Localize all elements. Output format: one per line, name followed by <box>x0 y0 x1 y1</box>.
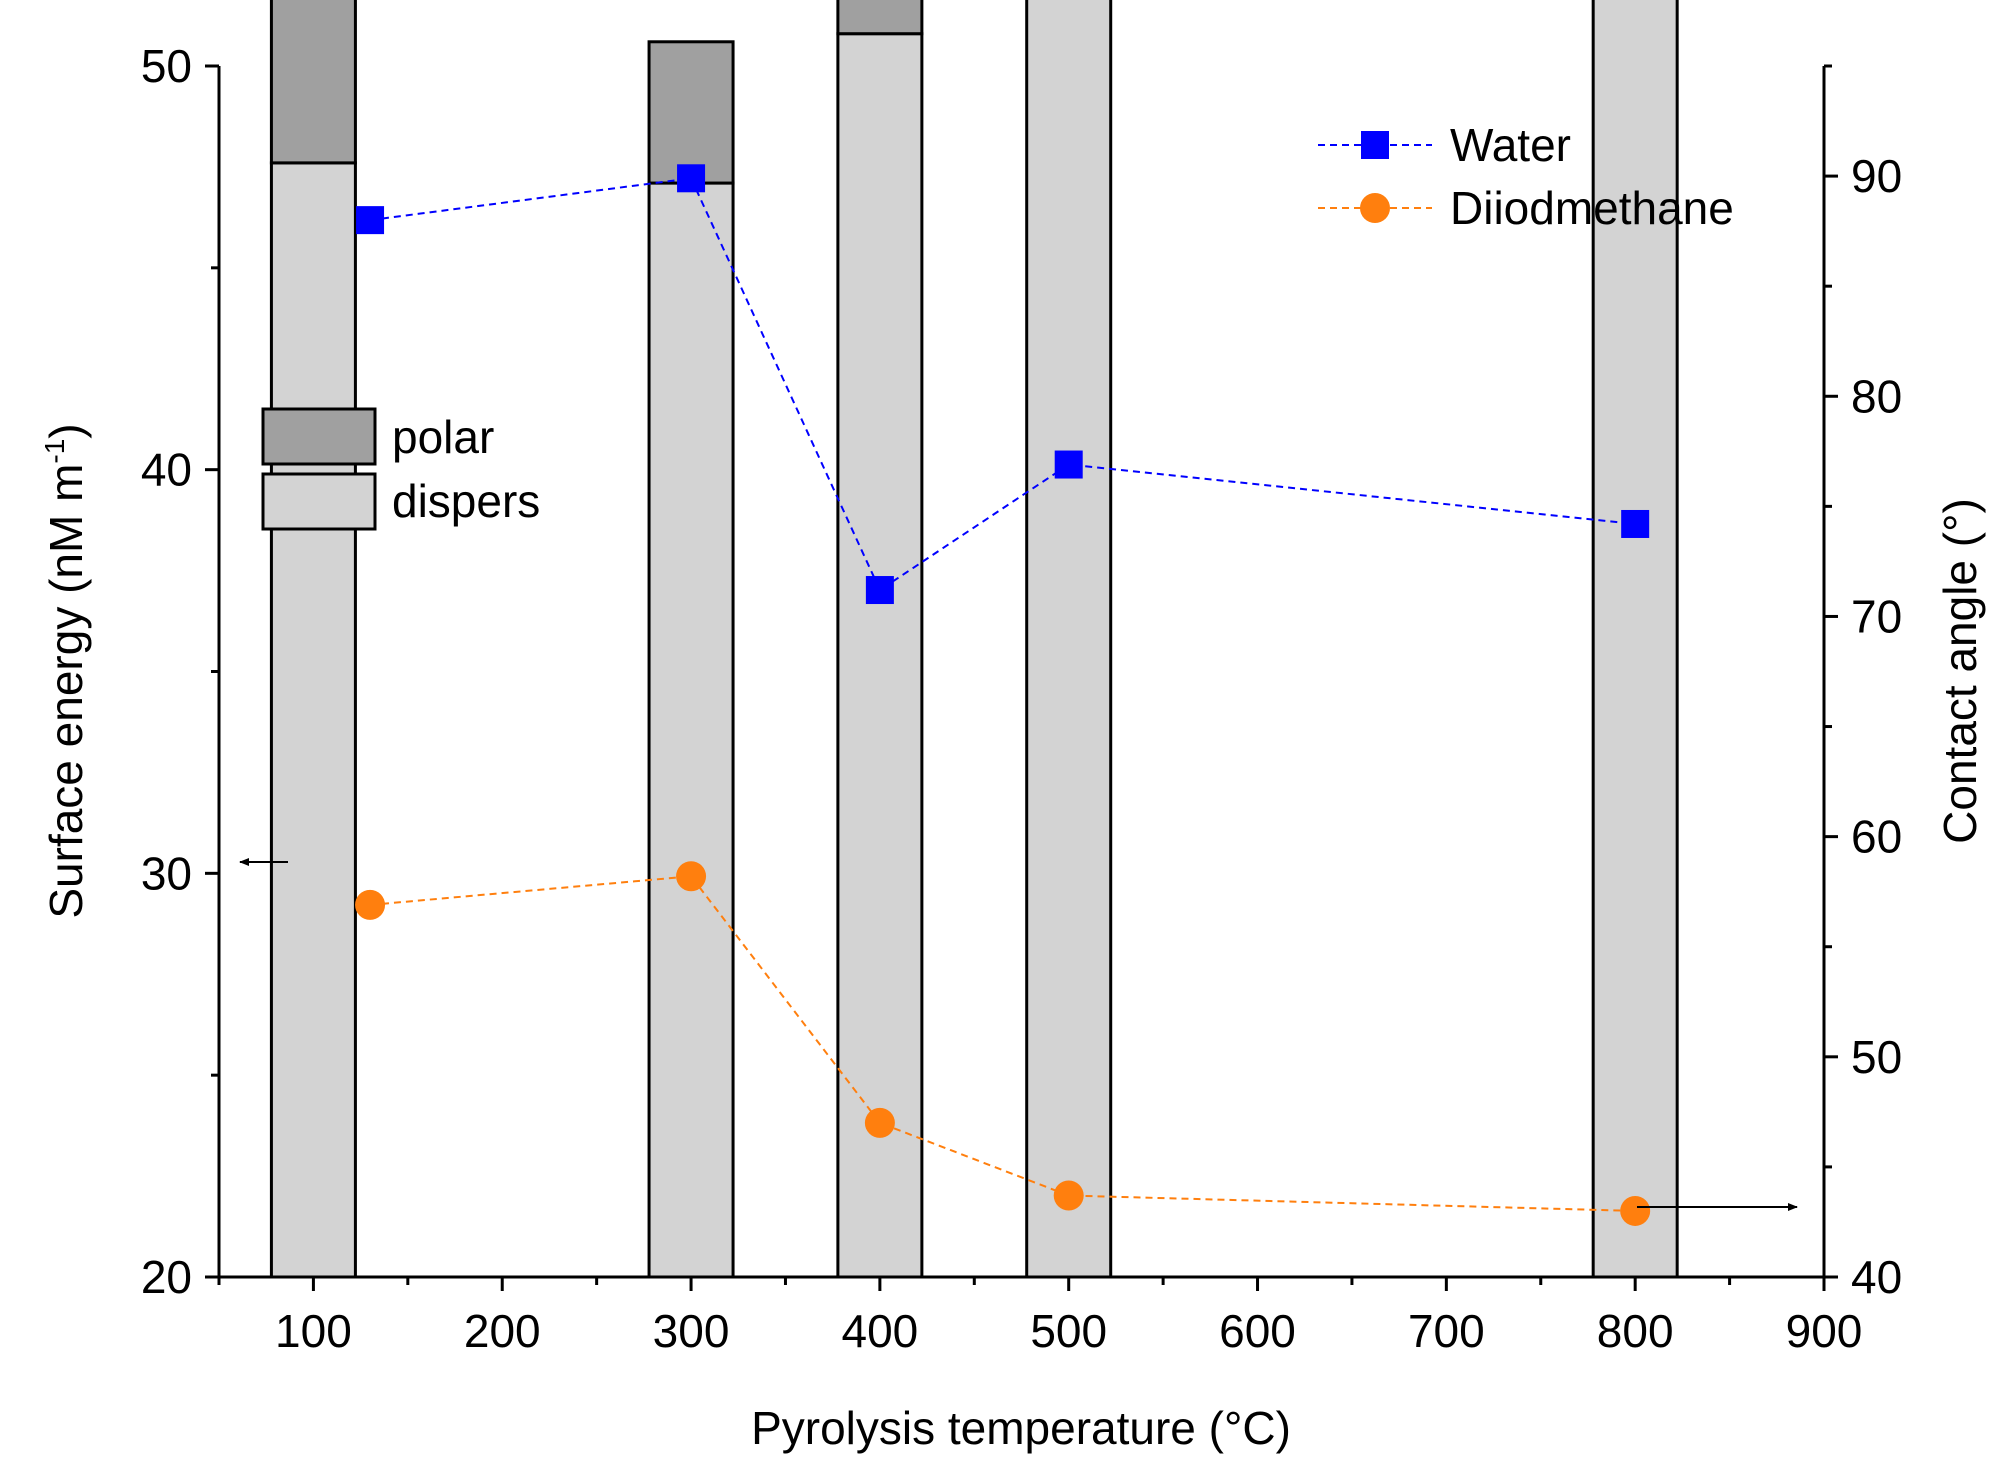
x-tick-label-500: 500 <box>1030 1305 1107 1357</box>
y-left-tick-label-40: 40 <box>141 444 192 496</box>
bar-dispers-800 <box>1591 0 1679 1279</box>
y-left-tick-label-30: 30 <box>141 847 192 899</box>
line-series <box>355 164 1651 1226</box>
legend-marker-water <box>1361 131 1389 159</box>
y-left-axis-title-sup: -1 <box>39 439 70 464</box>
x-tick-label-700: 700 <box>1408 1305 1485 1357</box>
x-tick-label-200: 200 <box>464 1305 541 1357</box>
x-axis-title: Pyrolysis temperature (°C) <box>751 1402 1291 1454</box>
bar-dispers-400 <box>836 32 924 1279</box>
bar-polar-100 <box>269 0 357 165</box>
y-right-tick-label-90: 90 <box>1851 150 1902 202</box>
legend-label-water: Water <box>1450 119 1571 171</box>
bar-dispers-100 <box>269 161 357 1279</box>
bar-polar-300 <box>647 40 735 185</box>
axes <box>217 66 1826 1279</box>
line-water <box>369 177 1636 592</box>
line-legend: Water Diiodmethane <box>1318 119 1734 234</box>
y-right-tick-label-40: 40 <box>1851 1251 1902 1303</box>
x-tick-label-100: 100 <box>275 1305 352 1357</box>
legend-swatch-polar <box>261 407 377 466</box>
point-water-300 <box>677 164 706 193</box>
x-tick-label-400: 400 <box>842 1305 919 1357</box>
x-tick-label-900: 900 <box>1786 1305 1863 1357</box>
x-tick-label-300: 300 <box>653 1305 730 1357</box>
line-diiodmethane <box>369 875 1636 1212</box>
x-tick-label-800: 800 <box>1597 1305 1674 1357</box>
point-diiodmethane-400 <box>864 1107 895 1138</box>
bar-dispers-300 <box>647 181 735 1279</box>
point-diiodmethane-500 <box>1053 1180 1084 1211</box>
bar-dispers-500 <box>1025 0 1113 1279</box>
y-left-axis-title-main: Surface energy (nM m <box>40 464 92 919</box>
legend-marker-diiodmethane <box>1360 193 1390 223</box>
legend-swatch-dispers <box>261 472 377 531</box>
legend-label-diiodmethane: Diiodmethane <box>1450 182 1734 234</box>
point-diiodmethane-300 <box>676 861 707 892</box>
bar-legend: polar dispers <box>261 407 540 531</box>
x-tick-label-600: 600 <box>1219 1305 1296 1357</box>
y-right-tick-label-50: 50 <box>1851 1031 1902 1083</box>
y-left-tick-label-50: 50 <box>141 40 192 92</box>
bar-polar-400 <box>836 0 924 36</box>
legend-label-dispers: dispers <box>392 475 540 527</box>
ticks: 100 200 300 400 500 600 700 800 900 20 30 40 50 40 50 6… <box>141 40 1902 1357</box>
y-right-tick-label-70: 70 <box>1851 590 1902 642</box>
y-left-axis-title: Surface energy (nM m-1) <box>39 423 92 918</box>
point-water-500 <box>1054 450 1083 479</box>
point-water-400 <box>865 576 894 605</box>
y-right-axis-title: Contact angle (°) <box>1934 498 1986 844</box>
point-diiodmethane-130 <box>355 889 386 920</box>
y-left-tick-label-20: 20 <box>141 1251 192 1303</box>
point-water-800 <box>1621 509 1650 538</box>
point-diiodmethane-800 <box>1620 1195 1651 1226</box>
y-right-tick-label-80: 80 <box>1851 370 1902 422</box>
legend-label-polar: polar <box>392 411 494 463</box>
point-water-130 <box>356 206 385 235</box>
y-left-axis-title-close: ) <box>40 423 92 438</box>
y-right-tick-label-60: 60 <box>1851 811 1902 863</box>
